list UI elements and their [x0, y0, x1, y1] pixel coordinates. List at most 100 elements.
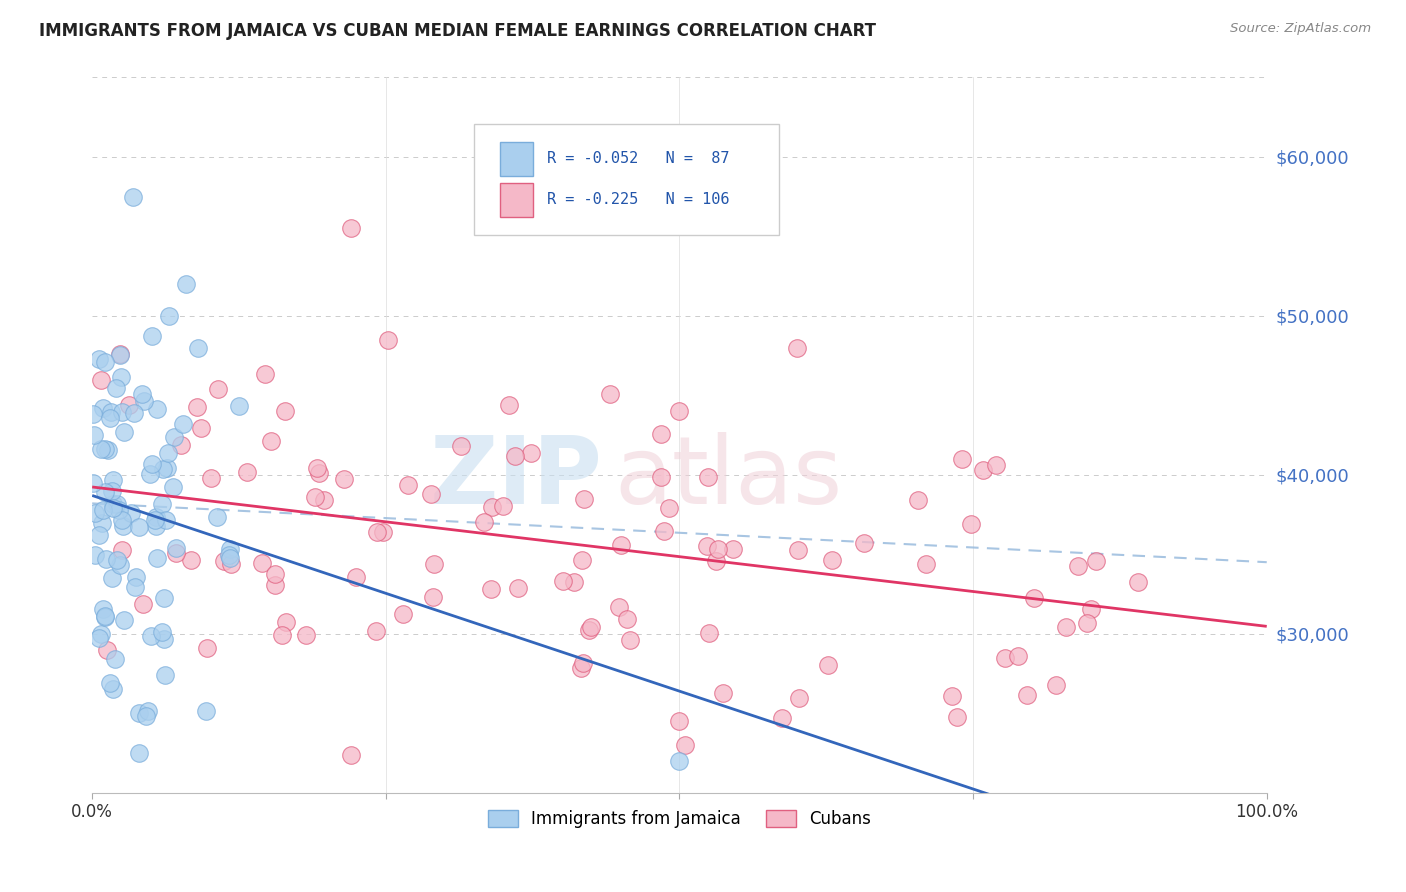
Point: [90, 442, 112, 457]
Point: [212, 554, 235, 568]
Point: [907, 492, 929, 507]
Point: [187, 341, 209, 355]
Point: [786, 341, 808, 355]
Point: [817, 658, 839, 673]
Point: [172, 417, 194, 432]
Point: [652, 524, 675, 538]
Point: [696, 540, 718, 554]
Point: [398, 478, 420, 492]
Point: [786, 543, 808, 558]
Point: [723, 542, 745, 557]
Point: [263, 566, 285, 581]
Point: [136, 705, 159, 719]
Point: [108, 347, 131, 361]
Point: [1080, 602, 1102, 616]
Point: [93, 484, 115, 499]
Point: [153, 667, 176, 681]
Point: [101, 571, 124, 585]
Point: [569, 660, 592, 674]
Point: [124, 580, 146, 594]
Point: [112, 613, 135, 627]
Point: [89, 352, 111, 367]
Bar: [499, 183, 533, 217]
Point: [498, 398, 520, 412]
Point: [87, 528, 110, 542]
Point: [520, 445, 543, 459]
Point: [111, 519, 134, 533]
Point: [108, 348, 131, 362]
Point: [101, 473, 124, 487]
Point: [274, 403, 297, 417]
Point: [668, 714, 690, 728]
Point: [157, 309, 180, 323]
Point: [1045, 678, 1067, 692]
Point: [128, 520, 150, 534]
Point: [770, 710, 793, 724]
Point: [87, 632, 110, 646]
Point: [1054, 619, 1077, 633]
Point: [377, 333, 399, 347]
Point: [332, 472, 354, 486]
Point: [110, 542, 132, 557]
Point: [236, 466, 259, 480]
Point: [564, 574, 586, 589]
Point: [94, 551, 117, 566]
Point: [174, 277, 197, 291]
Point: [271, 628, 294, 642]
Point: [616, 611, 638, 625]
Point: [165, 541, 187, 555]
Point: [205, 509, 228, 524]
Point: [150, 497, 173, 511]
Text: R = -0.052   N =  87: R = -0.052 N = 87: [547, 152, 730, 167]
Point: [668, 754, 690, 768]
Point: [364, 624, 387, 638]
Point: [94, 442, 117, 457]
Point: [108, 558, 131, 573]
Point: [553, 574, 575, 588]
Point: [152, 462, 174, 476]
Point: [162, 480, 184, 494]
Point: [170, 438, 193, 452]
Point: [1076, 615, 1098, 630]
Point: [134, 394, 156, 409]
Point: [120, 506, 142, 520]
Point: [125, 570, 148, 584]
Point: [1128, 574, 1150, 589]
Point: [219, 551, 242, 566]
Text: atlas: atlas: [614, 432, 844, 524]
Point: [82, 407, 104, 421]
Point: [146, 402, 169, 417]
Point: [84, 507, 107, 521]
Point: [128, 746, 150, 760]
Point: [994, 650, 1017, 665]
Point: [423, 557, 446, 571]
Point: [1084, 553, 1107, 567]
Point: [141, 629, 163, 643]
Point: [492, 499, 515, 513]
Point: [373, 524, 395, 539]
Point: [250, 556, 273, 570]
Point: [108, 503, 131, 517]
Point: [101, 501, 124, 516]
Point: [619, 632, 641, 647]
Point: [696, 469, 718, 483]
Point: [479, 582, 502, 596]
Point: [139, 467, 162, 482]
Point: [422, 590, 444, 604]
Point: [339, 221, 361, 235]
Point: [219, 558, 242, 572]
Point: [254, 367, 277, 381]
Point: [143, 513, 166, 527]
Point: [959, 516, 981, 531]
Point: [650, 470, 672, 484]
Point: [155, 513, 177, 527]
Point: [707, 541, 730, 556]
Point: [941, 689, 963, 703]
Point: [96, 643, 118, 657]
Point: [274, 615, 297, 630]
Point: [697, 626, 720, 640]
Point: [228, 399, 250, 413]
Point: [295, 628, 318, 642]
Point: [308, 466, 330, 480]
Point: [141, 328, 163, 343]
